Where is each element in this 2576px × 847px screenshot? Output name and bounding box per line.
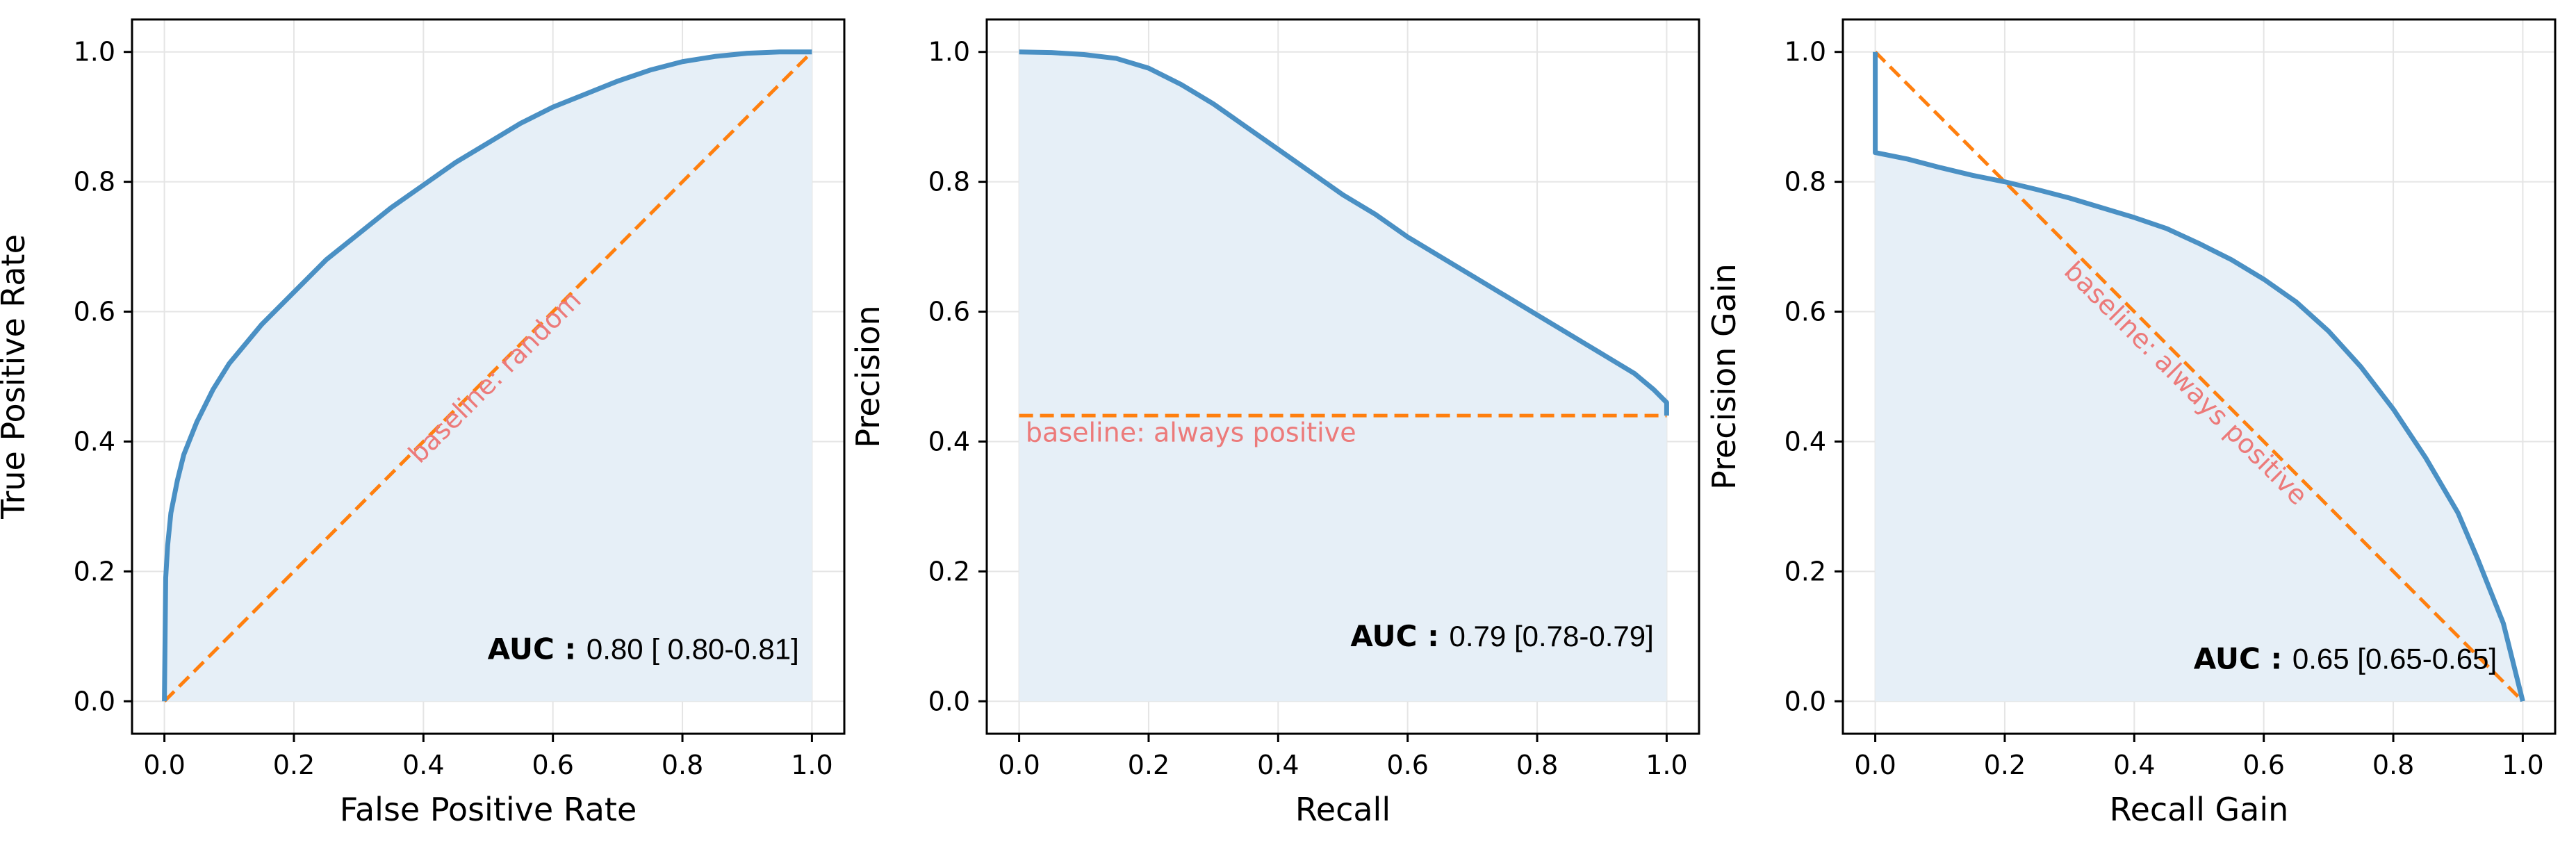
x-tick-label: 0.6 [1386,750,1428,780]
x-tick-label: 1.0 [2502,750,2543,780]
auc-label: AUC : [1350,619,1449,653]
y-tick-label: 0.0 [74,686,115,716]
auc-annotation: AUC : 0.79 [0.78-0.79] [1350,619,1653,653]
y-tick-label: 0.6 [74,297,115,327]
x-tick-label: 0.2 [273,750,315,780]
x-tick-label: 0.0 [1854,750,1896,780]
plot-frame [131,18,846,735]
plot-frame [985,18,1700,735]
y-tick-label: 1.0 [1785,37,1826,67]
y-tick-label: 0.4 [1785,426,1826,457]
y-axis-label: True Positive Rate [0,234,32,520]
x-tick-label: 1.0 [791,750,832,780]
x-tick-label: 1.0 [1646,750,1687,780]
performance-curve [162,49,812,702]
x-axis-label: Recall [1295,791,1390,828]
auc-annotation: AUC : 0.80 [ 0.80-0.81] [488,632,799,666]
y-tick-label: 0.8 [74,167,115,197]
y-tick-label: 1.0 [74,37,115,67]
auc-label: AUC : [2194,642,2292,676]
curve-fill-area [1019,51,1667,702]
x-axis-label: False Positive Rate [340,791,637,828]
y-tick-label: 0.6 [1785,297,1826,327]
x-tick-label: 0.6 [2242,750,2284,780]
y-tick-label: 0.4 [74,426,115,457]
plot-frame [1841,18,2557,735]
chart-panel-3: 0.0 0.2 0.4 0.6 0.8 1.0 0.0 0.2 0.4 0.6 0.8 1.0 Reca… [1705,18,2557,828]
y-tick-label: 0.2 [74,556,115,586]
y-tick-label: 0.4 [928,426,970,457]
y-tick-label: 0.0 [1785,686,1826,716]
x-tick-label: 0.8 [2372,750,2414,780]
x-tick-label: 0.8 [1516,750,1558,780]
x-tick-label: 0.0 [998,750,1040,780]
baseline-line [163,50,814,703]
y-tick-label: 0.8 [1785,167,1826,197]
auc-value: 0.80 [ 0.80-0.81] [586,633,799,666]
auc-annotation: AUC : 0.65 [0.65-0.65] [2194,642,2497,676]
x-axis-label: Recall Gain [2110,791,2289,828]
curve-fill-area [164,51,812,702]
chart-panel-1: 0.0 0.2 0.4 0.6 0.8 1.0 0.0 0.2 0.4 0.6 0.8 1.0 Fals… [0,18,846,828]
x-tick-label: 0.4 [402,750,444,780]
x-tick-label: 0.2 [1984,750,2026,780]
y-tick-label: 0.6 [928,297,970,327]
y-tick-label: 0.8 [928,167,970,197]
x-tick-label: 0.6 [532,750,573,780]
auc-value: 0.65 [0.65-0.65] [2292,643,2497,675]
performance-curve [1873,51,2525,702]
curve-fill-area [1875,51,2523,702]
y-axis-label: Precision [849,305,887,447]
y-axis-label: Precision Gain [1705,263,1743,490]
y-tick-label: 1.0 [928,37,970,67]
y-tick-label: 0.2 [928,556,970,586]
auc-value: 0.79 [0.78-0.79] [1450,620,1654,652]
x-tick-label: 0.4 [1257,750,1299,780]
chart-panel-2: 0.0 0.2 0.4 0.6 0.8 1.0 0.0 0.2 0.4 0.6 0.8 1.0 Reca… [849,18,1700,828]
x-tick-label: 0.0 [143,750,185,780]
auc-label: AUC : [488,632,586,666]
performance-curve [1019,49,1669,416]
y-tick-label: 0.0 [928,686,970,716]
x-tick-label: 0.8 [662,750,703,780]
x-tick-label: 0.2 [1128,750,1170,780]
baseline-annotation: baseline: always positive [1026,417,1356,447]
baseline-line [1873,50,2525,703]
x-tick-label: 0.4 [2113,750,2155,780]
y-tick-label: 0.2 [1785,556,1826,586]
